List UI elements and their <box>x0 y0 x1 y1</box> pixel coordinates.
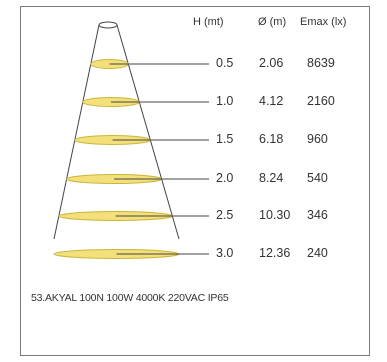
light-distribution-panel: H (mt) Ø (m) Emax (lx) 0.5 2.06 8639 1.0 4.1… <box>20 6 370 356</box>
emax-value: 960 <box>307 132 328 146</box>
header-height: H (mt) <box>193 16 224 28</box>
header-emax: Emax (lx) <box>300 16 346 28</box>
header-diameter: Ø (m) <box>258 16 286 28</box>
diameter-value: 2.06 <box>259 56 283 70</box>
emax-value: 8639 <box>307 56 335 70</box>
height-value: 0.5 <box>216 56 233 70</box>
emax-value: 540 <box>307 171 328 185</box>
height-value: 2.5 <box>216 208 233 222</box>
diameter-value: 10.30 <box>259 208 290 222</box>
diameter-value: 8.24 <box>259 171 283 185</box>
height-value: 3.0 <box>216 246 233 260</box>
cone-apex <box>99 22 117 28</box>
emax-value: 346 <box>307 208 328 222</box>
cone-left-edge <box>54 25 99 239</box>
height-value: 1.0 <box>216 94 233 108</box>
emax-value: 2160 <box>307 94 335 108</box>
diameter-value: 12.36 <box>259 246 290 260</box>
emax-value: 240 <box>307 246 328 260</box>
cone-right-edge <box>117 25 179 239</box>
product-caption: 53.AKYAL 100N 100W 4000K 220VAC IP65 <box>31 292 229 304</box>
diameter-value: 6.18 <box>259 132 283 146</box>
height-value: 2.0 <box>216 171 233 185</box>
height-value: 1.5 <box>216 132 233 146</box>
diameter-value: 4.12 <box>259 94 283 108</box>
